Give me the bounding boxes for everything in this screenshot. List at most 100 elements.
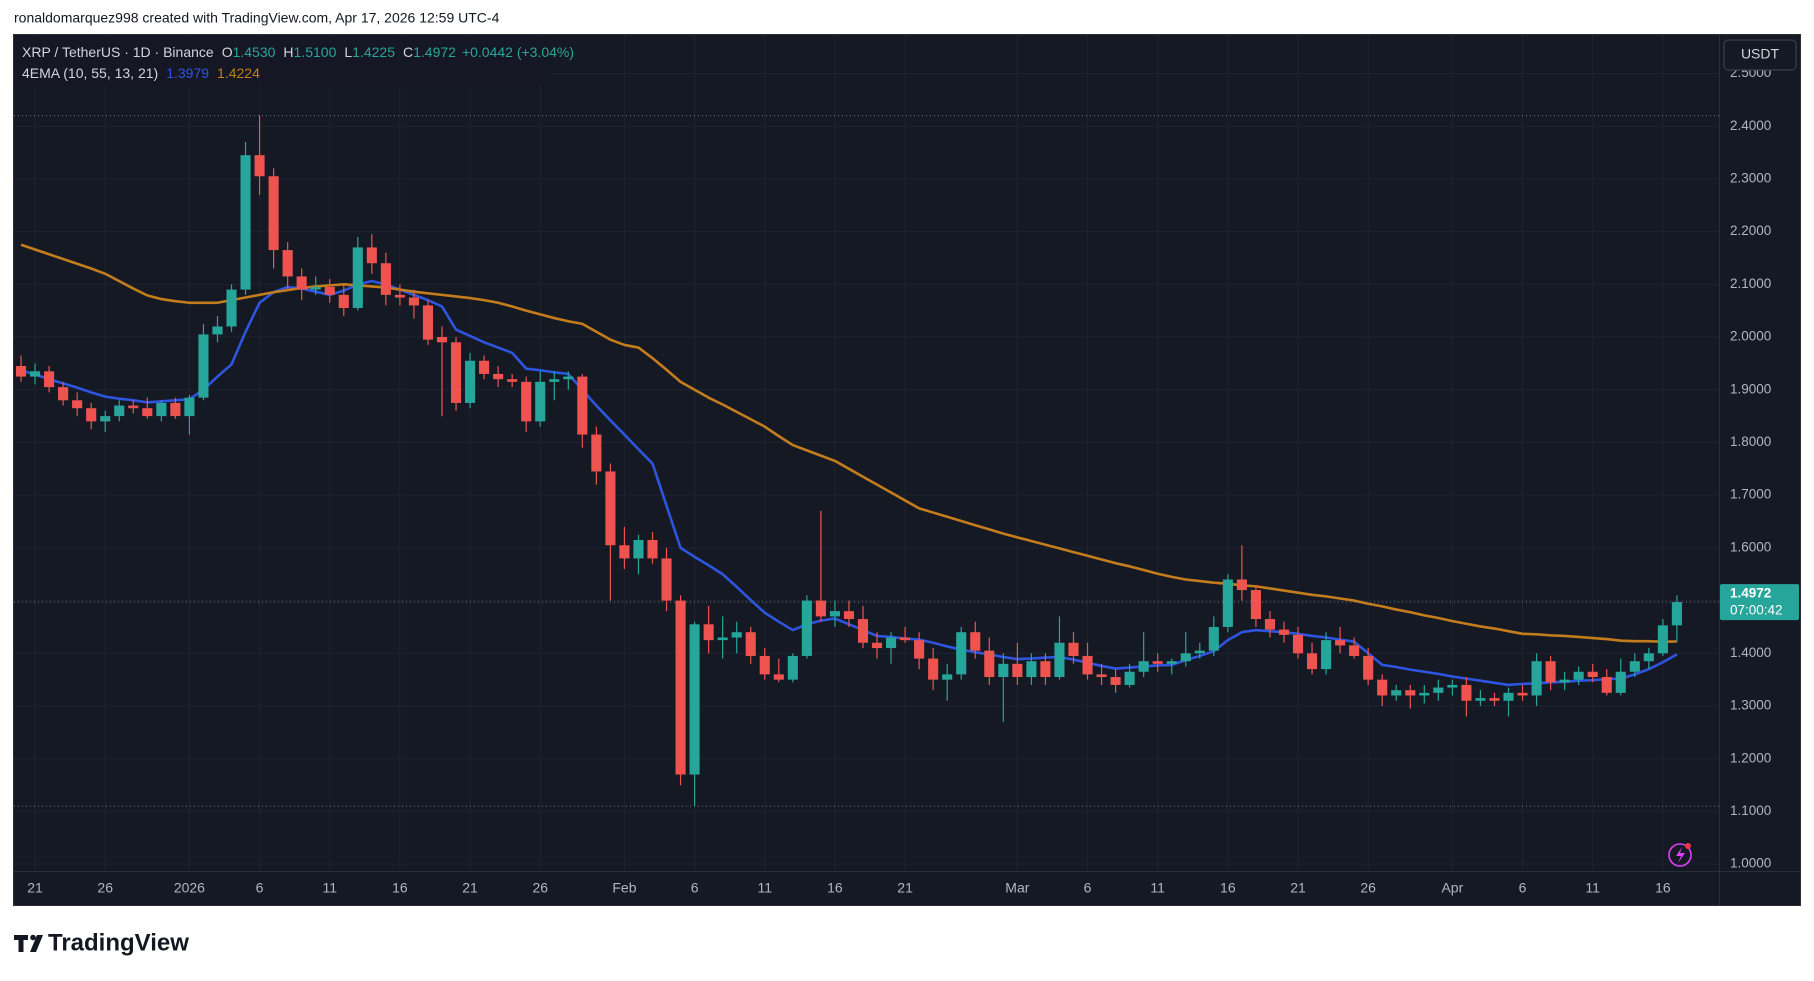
candle-body	[1531, 661, 1542, 696]
candle-body	[857, 619, 869, 643]
candle-body	[1377, 679, 1388, 696]
candle-body	[268, 176, 279, 251]
candle-body	[1517, 692, 1528, 696]
candle-body	[731, 632, 742, 638]
candle-body	[1138, 661, 1149, 672]
candle-body	[998, 663, 1009, 678]
indicator-value: 1.3979	[166, 65, 209, 81]
attribution: ronaldomarquez998 created with TradingVi…	[14, 10, 500, 26]
logo-mark	[30, 935, 43, 952]
candle-body	[914, 640, 925, 659]
x-tick-label: 16	[827, 880, 843, 896]
ohlc-key: O	[222, 44, 233, 60]
y-tick-label: 1.0000	[1730, 856, 1771, 871]
currency-button	[1723, 39, 1797, 71]
candle-body	[310, 286, 321, 290]
candle-body	[282, 250, 293, 277]
y-tick-label: 1.7000	[1730, 487, 1771, 502]
candle-body	[1601, 677, 1612, 693]
candle-body	[352, 247, 363, 309]
x-tick-label: 16	[1220, 880, 1236, 896]
candle-body	[1545, 661, 1556, 683]
indicator-name: 4EMA (10, 55, 13, 21)	[22, 65, 158, 81]
logo-mark	[14, 935, 28, 952]
candle-body	[29, 371, 41, 377]
candle-body	[422, 305, 434, 340]
x-tick-label: 21	[897, 880, 913, 896]
candle-body	[493, 373, 504, 380]
ohlc-value: 1.5100	[294, 44, 337, 60]
ohlc-key: H	[283, 44, 293, 60]
candle-body	[1657, 625, 1668, 654]
candle-body	[408, 297, 419, 306]
candle-body	[254, 155, 265, 177]
candle-body	[1222, 579, 1233, 627]
candle-body	[465, 360, 476, 403]
candle-body	[324, 286, 335, 295]
currency-label[interactable]: USDT	[1741, 46, 1780, 62]
candle-body	[1643, 653, 1654, 662]
x-tick-label: 16	[1655, 880, 1671, 896]
candle-body	[689, 624, 700, 775]
y-tick-label: 2.4000	[1730, 118, 1771, 133]
candle-body	[86, 408, 97, 422]
chart-panel	[13, 34, 1801, 906]
candle-body	[717, 637, 728, 641]
y-tick-label: 2.2000	[1730, 223, 1771, 238]
x-tick-label: 26	[532, 880, 548, 896]
candle-body	[759, 655, 770, 675]
x-tick-label: 21	[462, 880, 478, 896]
candle-body	[142, 408, 153, 417]
logo-mark	[30, 934, 36, 941]
candle-body	[1124, 671, 1135, 685]
x-tick-label: 11	[1585, 880, 1600, 896]
candle-body	[829, 611, 840, 617]
candle-body	[675, 600, 686, 775]
alert-dot	[1685, 843, 1691, 849]
x-tick-label: 6	[1084, 880, 1092, 896]
alert-icon	[1676, 847, 1685, 863]
candle-body	[450, 342, 462, 403]
x-tick-label: 26	[1360, 880, 1376, 896]
candle-body	[1236, 579, 1247, 591]
candle-body	[394, 294, 405, 298]
candle-body	[633, 539, 644, 559]
x-tick-label: 21	[27, 880, 43, 896]
candle-body	[1671, 602, 1682, 626]
candle-body	[1278, 629, 1290, 635]
candle-body	[226, 289, 237, 327]
candle-body	[1012, 663, 1023, 678]
candle-body	[1615, 671, 1626, 693]
candle-body	[942, 674, 953, 680]
y-tick-label: 2.0000	[1730, 329, 1771, 344]
candle-body	[815, 600, 826, 617]
candle-body	[1096, 674, 1107, 678]
candle-body	[1391, 690, 1402, 696]
candle-body	[956, 632, 967, 675]
candle-body	[900, 637, 911, 641]
x-tick-label: 6	[1519, 880, 1527, 896]
candle-body	[871, 642, 883, 649]
y-tick-label: 1.2000	[1730, 750, 1771, 765]
candle-body	[1559, 679, 1570, 683]
candle-body	[1349, 645, 1360, 656]
x-tick-label: 6	[691, 880, 699, 896]
candle-body	[1082, 655, 1093, 675]
x-tick-label: Mar	[1005, 880, 1029, 896]
candle-body	[521, 381, 532, 422]
candle-body	[1110, 677, 1121, 685]
candle-body	[212, 326, 223, 335]
candle-body	[1026, 661, 1037, 678]
candle-body	[1475, 698, 1486, 701]
candle-body	[366, 247, 377, 264]
countdown: 07:00:42	[1730, 603, 1783, 618]
candle-body	[1405, 690, 1416, 696]
candle-body	[661, 558, 672, 601]
plot: 21 26 2026 6 11 16 21 26 Feb 6 11 16 21 Mar 6 11 16 21 26 A…	[14, 35, 1800, 905]
candle-body	[1433, 687, 1444, 693]
last-price-label: 1.4972	[1730, 586, 1771, 601]
alert-icon	[1668, 843, 1692, 867]
candle-body	[128, 405, 139, 409]
candle-body	[1152, 661, 1163, 664]
candle-body	[479, 360, 490, 374]
